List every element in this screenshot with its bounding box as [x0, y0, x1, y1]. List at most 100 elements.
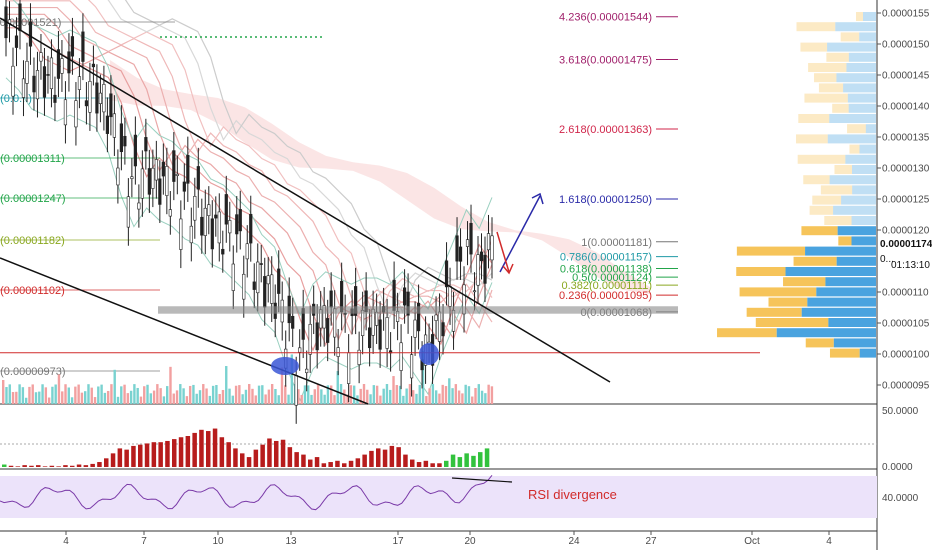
candle-body — [84, 100, 89, 107]
highlight-ellipse — [271, 357, 299, 375]
volume-bar — [457, 390, 461, 404]
volume-bar — [61, 391, 64, 404]
candle-body — [263, 276, 267, 308]
price-tick-label: 0.0000145 — [882, 71, 930, 82]
support-zone — [158, 306, 678, 314]
volume-bar — [126, 393, 130, 404]
macd-bar — [444, 460, 449, 467]
current-price-badge — [878, 237, 932, 265]
volume-bar — [290, 354, 294, 404]
macd-bar — [144, 443, 150, 467]
time-tick-label: 17 — [392, 536, 404, 547]
price-axis[interactable]: 0.0000155 0.0000150 0.0000145 0.0000140 0.00… — [877, 9, 930, 505]
candle-body — [483, 254, 487, 284]
time-tick-label: 20 — [464, 536, 476, 547]
candle-body — [154, 159, 158, 181]
volume-bar — [38, 391, 41, 404]
old-fib-label: 2(0.00001182) — [0, 235, 65, 247]
macd-bar — [151, 442, 157, 467]
fib-level-label: 0.236(0.00001095) — [559, 290, 652, 302]
volume-profile-bar — [851, 216, 876, 225]
macd-bar — [42, 466, 48, 467]
candle-body — [77, 76, 82, 90]
rsi-line — [0, 474, 493, 511]
price-tick-label: 0.0000155 — [882, 9, 930, 20]
candle-body — [161, 161, 165, 177]
macd-bar — [253, 449, 259, 467]
time-axis[interactable]: 4 7 10 13 17 20 24 27 Oct 4 — [63, 531, 832, 547]
volume-bar — [372, 385, 376, 404]
volume-profile-bar — [829, 175, 876, 185]
volume-profile-bar — [746, 307, 802, 317]
candle-body — [133, 134, 137, 167]
volume-bar — [310, 394, 313, 404]
volume-profile-bar — [845, 154, 876, 164]
volume-bar — [54, 384, 57, 404]
candle-body — [182, 181, 186, 192]
volume-bar — [352, 385, 356, 404]
volume-bar — [307, 385, 310, 404]
volume-profile-bar — [843, 83, 876, 93]
candle-body — [361, 309, 365, 336]
volume-bar — [244, 389, 248, 404]
price-tick-label: 0.0000095 — [882, 381, 930, 392]
macd-bar — [124, 449, 129, 467]
volume-profile-bar — [816, 287, 876, 297]
volume-bar — [316, 384, 320, 404]
moving-average-line — [6, 0, 493, 330]
candle-body — [165, 166, 169, 196]
macd-bar — [2, 464, 7, 467]
volume-profile-bar — [736, 267, 786, 276]
candle-body — [200, 216, 204, 236]
volume-bar — [64, 384, 67, 404]
volume-profile-bar — [827, 134, 876, 144]
volume-bar — [251, 388, 254, 404]
candle-body — [256, 261, 260, 294]
candle-body — [336, 347, 340, 357]
candle-body — [462, 284, 466, 315]
ichimoku-cloud — [110, 40, 650, 295]
macd-bar — [471, 455, 476, 467]
macd-bar — [314, 457, 320, 467]
volume-profile-bar — [807, 297, 876, 307]
macd-bar — [76, 464, 82, 467]
price-tick-label: 0.0000120 — [882, 226, 930, 237]
volume-profile-bar — [814, 73, 837, 83]
volume-bar — [408, 384, 412, 404]
macd-bar — [464, 453, 469, 467]
candle-body — [175, 173, 179, 176]
time-tick-label: 24 — [568, 536, 580, 547]
macd-bar — [457, 457, 463, 467]
volume-bar — [225, 366, 228, 404]
candle-body — [329, 290, 333, 308]
volume-bar — [389, 389, 392, 404]
volume-profile-bar — [859, 144, 876, 154]
candle-body — [49, 57, 54, 90]
candle-body — [88, 81, 92, 113]
candle-body — [476, 254, 480, 286]
candle-body — [458, 246, 463, 262]
candle-body — [416, 302, 421, 332]
volume-bar — [300, 394, 303, 404]
candle-body — [186, 154, 190, 184]
volume-bar — [330, 385, 333, 404]
volume-bar — [28, 386, 31, 404]
volume-bar — [8, 384, 11, 404]
volume-bar — [146, 384, 149, 404]
volume-profile-bar — [818, 83, 844, 93]
volume-bar — [90, 387, 93, 404]
price-tick-label: 0.0000130 — [882, 164, 930, 175]
volume-profile-bar — [793, 256, 837, 266]
candle-body — [472, 290, 477, 293]
volume-profile-bar — [796, 22, 836, 32]
candle-body — [70, 36, 75, 57]
candle-body — [21, 78, 26, 98]
candle-body — [486, 233, 491, 251]
volume-bar — [484, 393, 487, 404]
volume-bar — [441, 384, 444, 404]
rsi-band — [0, 476, 877, 518]
volume-bar — [24, 397, 28, 404]
volume-bar — [80, 392, 84, 404]
